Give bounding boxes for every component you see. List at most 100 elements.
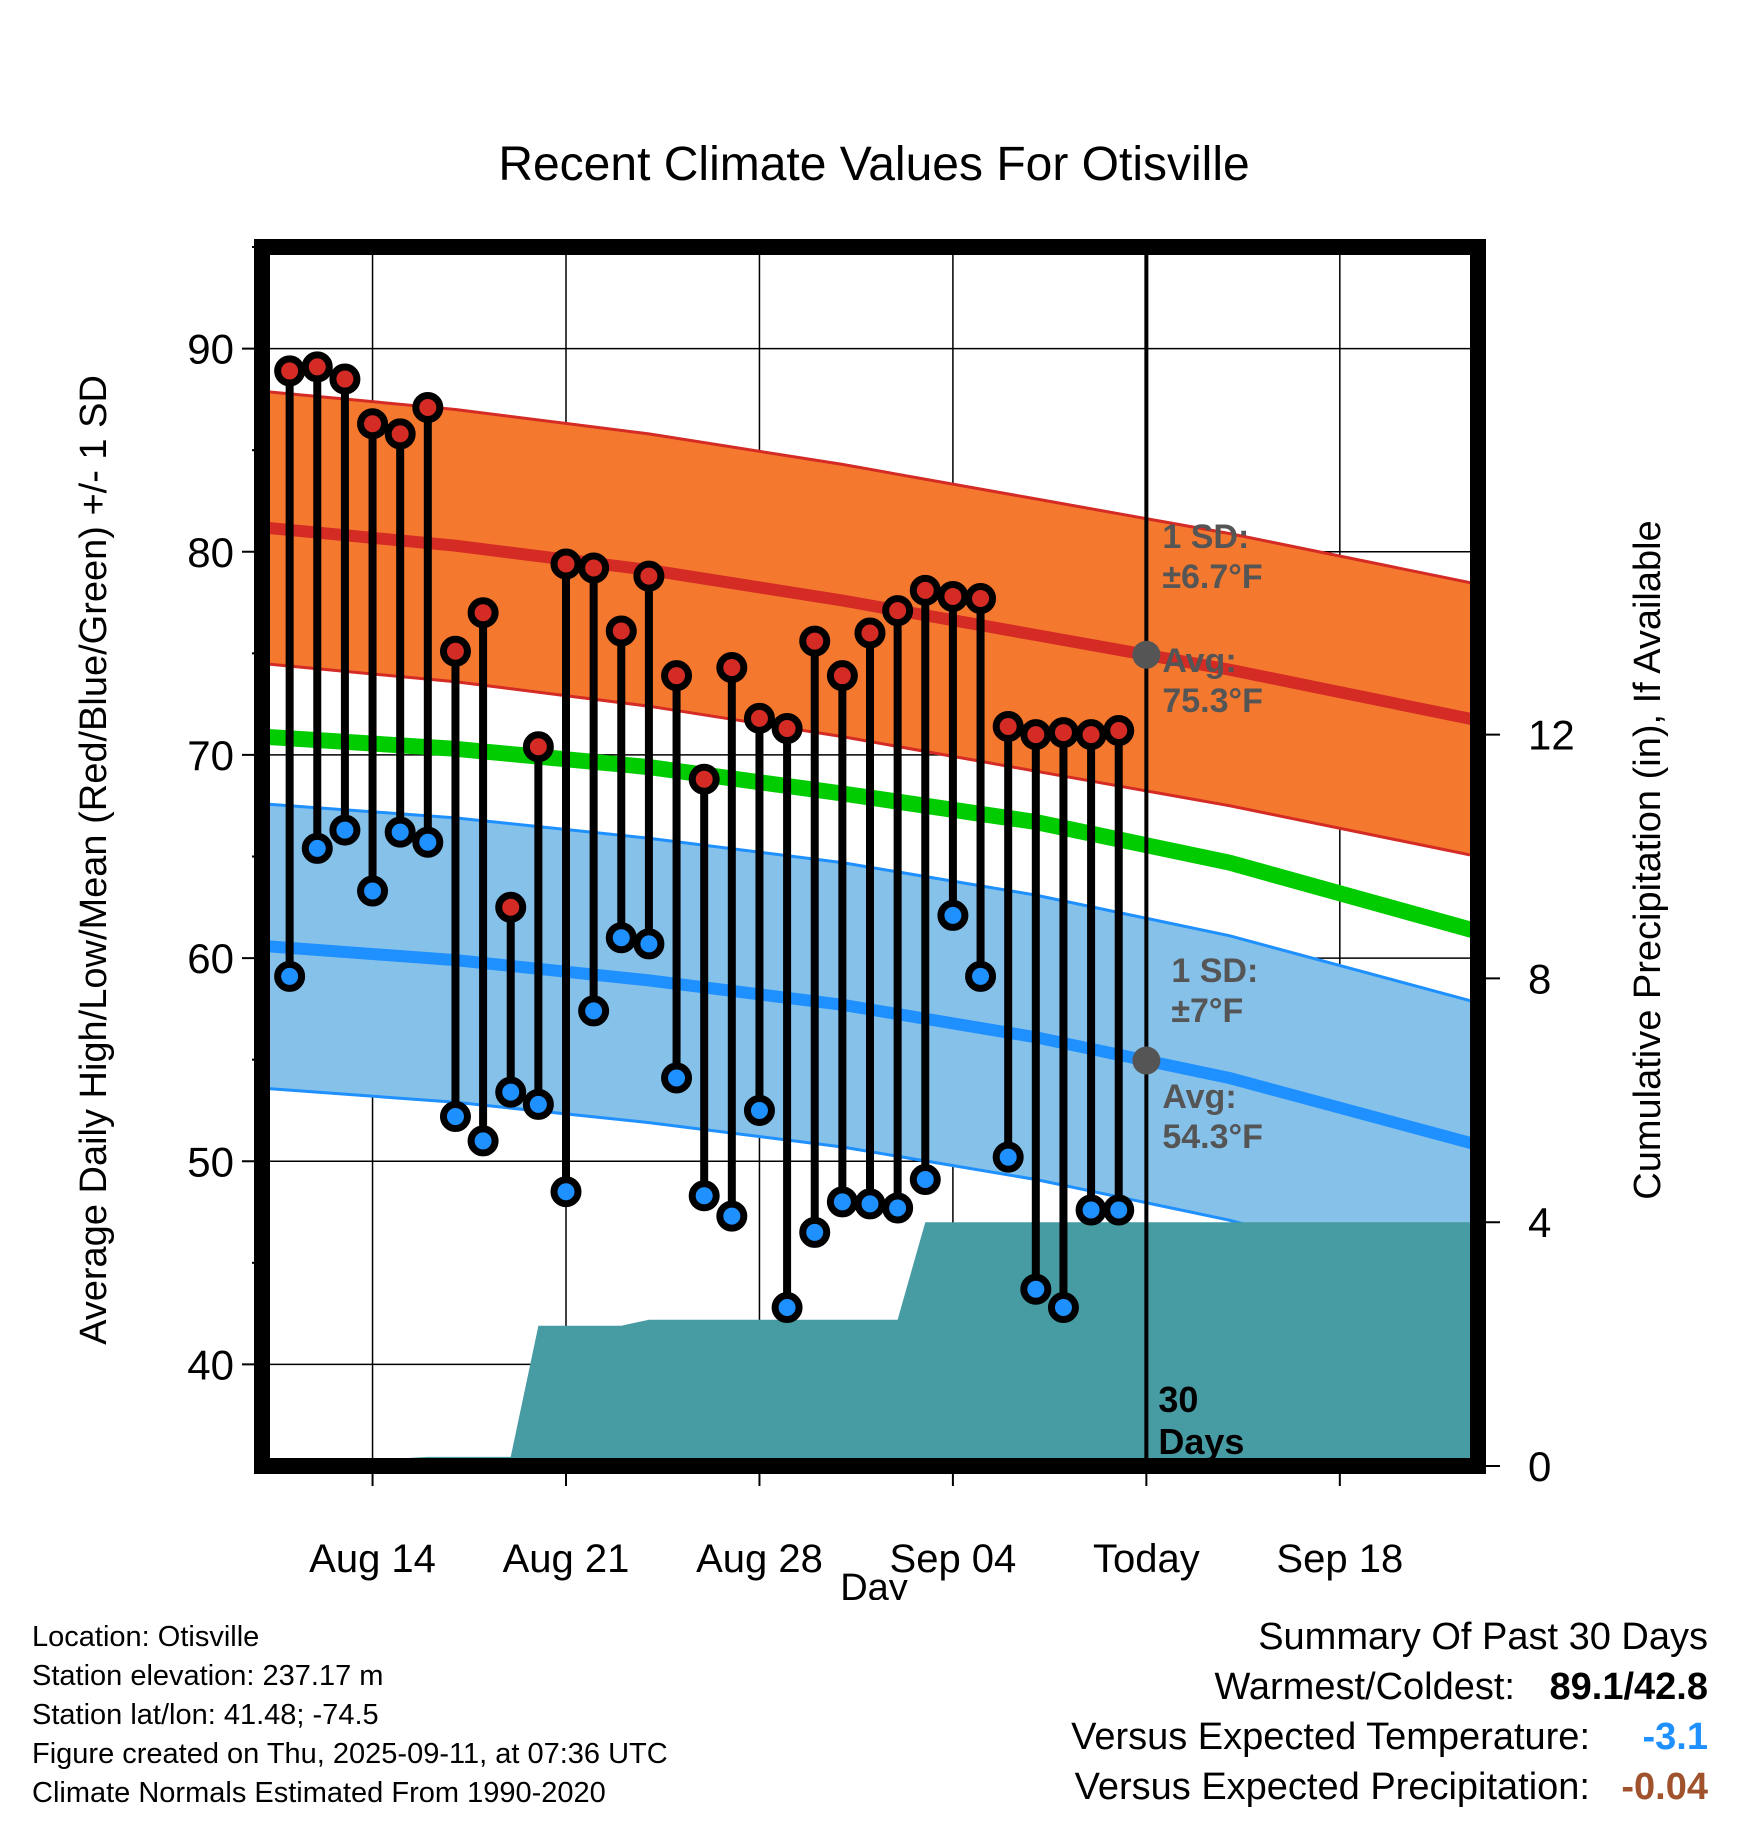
daily-low-point [578, 995, 610, 1027]
daily-high-point [909, 574, 941, 606]
daily-high-point [743, 702, 775, 734]
precip-label: Versus Expected Precipitation: [1074, 1766, 1590, 1808]
daily-high-point [467, 597, 499, 629]
created-text: Figure created on Thu, 2025-09-11, at 07… [32, 1738, 668, 1770]
high-avg-annotation: Avg: 75.3°F [1162, 642, 1263, 720]
daily-high-point [1103, 715, 1135, 747]
axes: 40 50 60 70 80 90 0 4 8 12 Aug 14 Aug 21 Aug 28 Sep 0… [187, 239, 1575, 1581]
low-sd-annotation-line: ±7°F [1171, 992, 1243, 1030]
daily-high-point [605, 615, 637, 647]
daily-low-point [605, 922, 637, 954]
daily-high-point [1047, 717, 1079, 749]
y2-tick-label: 12 [1528, 712, 1575, 759]
x-tick-label: Aug 14 [309, 1537, 436, 1581]
high-sd-annotation-line: 1 SD: [1162, 518, 1249, 556]
daily-low-point [909, 1164, 941, 1196]
daily-high-point [578, 552, 610, 584]
daily-high-point [965, 582, 997, 614]
x-tick-label: Aug 28 [696, 1537, 823, 1581]
latlon-text: Station lat/lon: 41.48; -74.5 [32, 1699, 379, 1731]
daily-low-point [937, 899, 969, 931]
daily-low-point [743, 1094, 775, 1126]
daily-high-point [412, 392, 444, 424]
summary-heading: Summary Of Past 30 Days [1258, 1616, 1708, 1658]
x-tick-label: Sep 04 [890, 1537, 1017, 1581]
daily-low-point [688, 1180, 720, 1212]
daily-low-point [1020, 1273, 1052, 1305]
daily-low-point [357, 875, 389, 907]
y2-tick-label: 8 [1528, 955, 1551, 1002]
daily-low-point [854, 1188, 886, 1220]
today-low-marker [1132, 1046, 1161, 1075]
daily-low-point [522, 1088, 554, 1120]
daily-high-point [1020, 719, 1052, 751]
y2-tick-label: 4 [1528, 1199, 1551, 1246]
summary-precip: Versus Expected Precipitation: -0.04 [1071, 1762, 1708, 1812]
high-avg-annotation-line: Avg: [1162, 642, 1236, 680]
warm-cold-value: 89.1/42.8 [1549, 1666, 1708, 1708]
y-tick-label: 80 [187, 529, 234, 576]
x-tick-label: Sep 18 [1276, 1537, 1403, 1581]
daily-high-point [439, 635, 471, 667]
y-tick-label: 40 [187, 1341, 234, 1388]
daily-high-point [301, 351, 333, 383]
days-annotation-line: 30 [1158, 1379, 1198, 1420]
chart-title: Recent Climate Values For Otisville [498, 138, 1249, 191]
x-axis-label: Day [840, 1567, 908, 1600]
daily-high-point [329, 363, 361, 395]
elevation-text: Station elevation: 237.17 m [32, 1660, 384, 1692]
y-tick-label: 50 [187, 1138, 234, 1185]
y2-axis-label: Cumulative Precipitation (in), If Availa… [1627, 520, 1669, 1199]
low-avg-annotation: Avg: 54.3°F [1162, 1078, 1263, 1156]
daily-low-point [301, 832, 333, 864]
days-annotation-line: Days [1158, 1421, 1244, 1462]
high-sd-band-upper-edge [262, 389, 1478, 586]
daily-low-point [412, 826, 444, 858]
high-sd-annotation: 1 SD: ±6.7°F [1162, 518, 1262, 596]
low-avg-annotation-line: Avg: [1162, 1078, 1236, 1116]
daily-low-point [882, 1192, 914, 1224]
climate-chart: Recent Climate Values For Otisville 1 SD… [73, 138, 1669, 1600]
daily-high-point [1075, 719, 1107, 751]
station-info: Location: Otisville Station elevation: 2… [32, 1618, 668, 1813]
daily-low-point [965, 960, 997, 992]
daily-low-point [799, 1216, 831, 1248]
daily-low-point [992, 1141, 1024, 1173]
daily-high-point [550, 548, 582, 580]
daily-high-point [771, 713, 803, 745]
daily-high-point [688, 763, 720, 795]
daily-high-point [992, 710, 1024, 742]
low-avg-annotation-line: 54.3°F [1162, 1118, 1263, 1156]
daily-low-point [661, 1062, 693, 1094]
daily-high-point [522, 731, 554, 763]
today-high-marker [1132, 640, 1161, 669]
precip-value: -0.04 [1621, 1766, 1708, 1808]
temp-value: -3.1 [1642, 1716, 1708, 1758]
daily-high-point [799, 625, 831, 657]
daily-high-point [661, 660, 693, 692]
daily-low-point [384, 816, 416, 848]
high-sd-annotation-line: ±6.7°F [1162, 558, 1262, 596]
daily-high-point [495, 891, 527, 923]
y-tick-label: 60 [187, 935, 234, 982]
y-tick-label: 90 [187, 326, 234, 373]
daily-low-point [467, 1125, 499, 1157]
low-sd-annotation-line: 1 SD: [1171, 952, 1258, 990]
daily-low-point [439, 1101, 471, 1133]
daily-high-point [274, 355, 306, 387]
y2-tick-label: 0 [1528, 1443, 1551, 1490]
location-text: Location: Otisville [32, 1621, 260, 1653]
daily-low-point [329, 814, 361, 846]
daily-high-point [633, 560, 665, 592]
daily-high-point [357, 408, 389, 440]
normals-text: Climate Normals Estimated From 1990-2020 [32, 1777, 606, 1809]
daily-high-point [937, 580, 969, 612]
temp-label: Versus Expected Temperature: [1071, 1716, 1590, 1758]
daily-low-point [550, 1176, 582, 1208]
daily-low-point [495, 1076, 527, 1108]
warm-cold-label: Warmest/Coldest: [1214, 1666, 1515, 1708]
x-tick-label: Today [1093, 1537, 1200, 1581]
daily-low-point [633, 928, 665, 960]
high-avg-annotation-line: 75.3°F [1162, 682, 1263, 720]
